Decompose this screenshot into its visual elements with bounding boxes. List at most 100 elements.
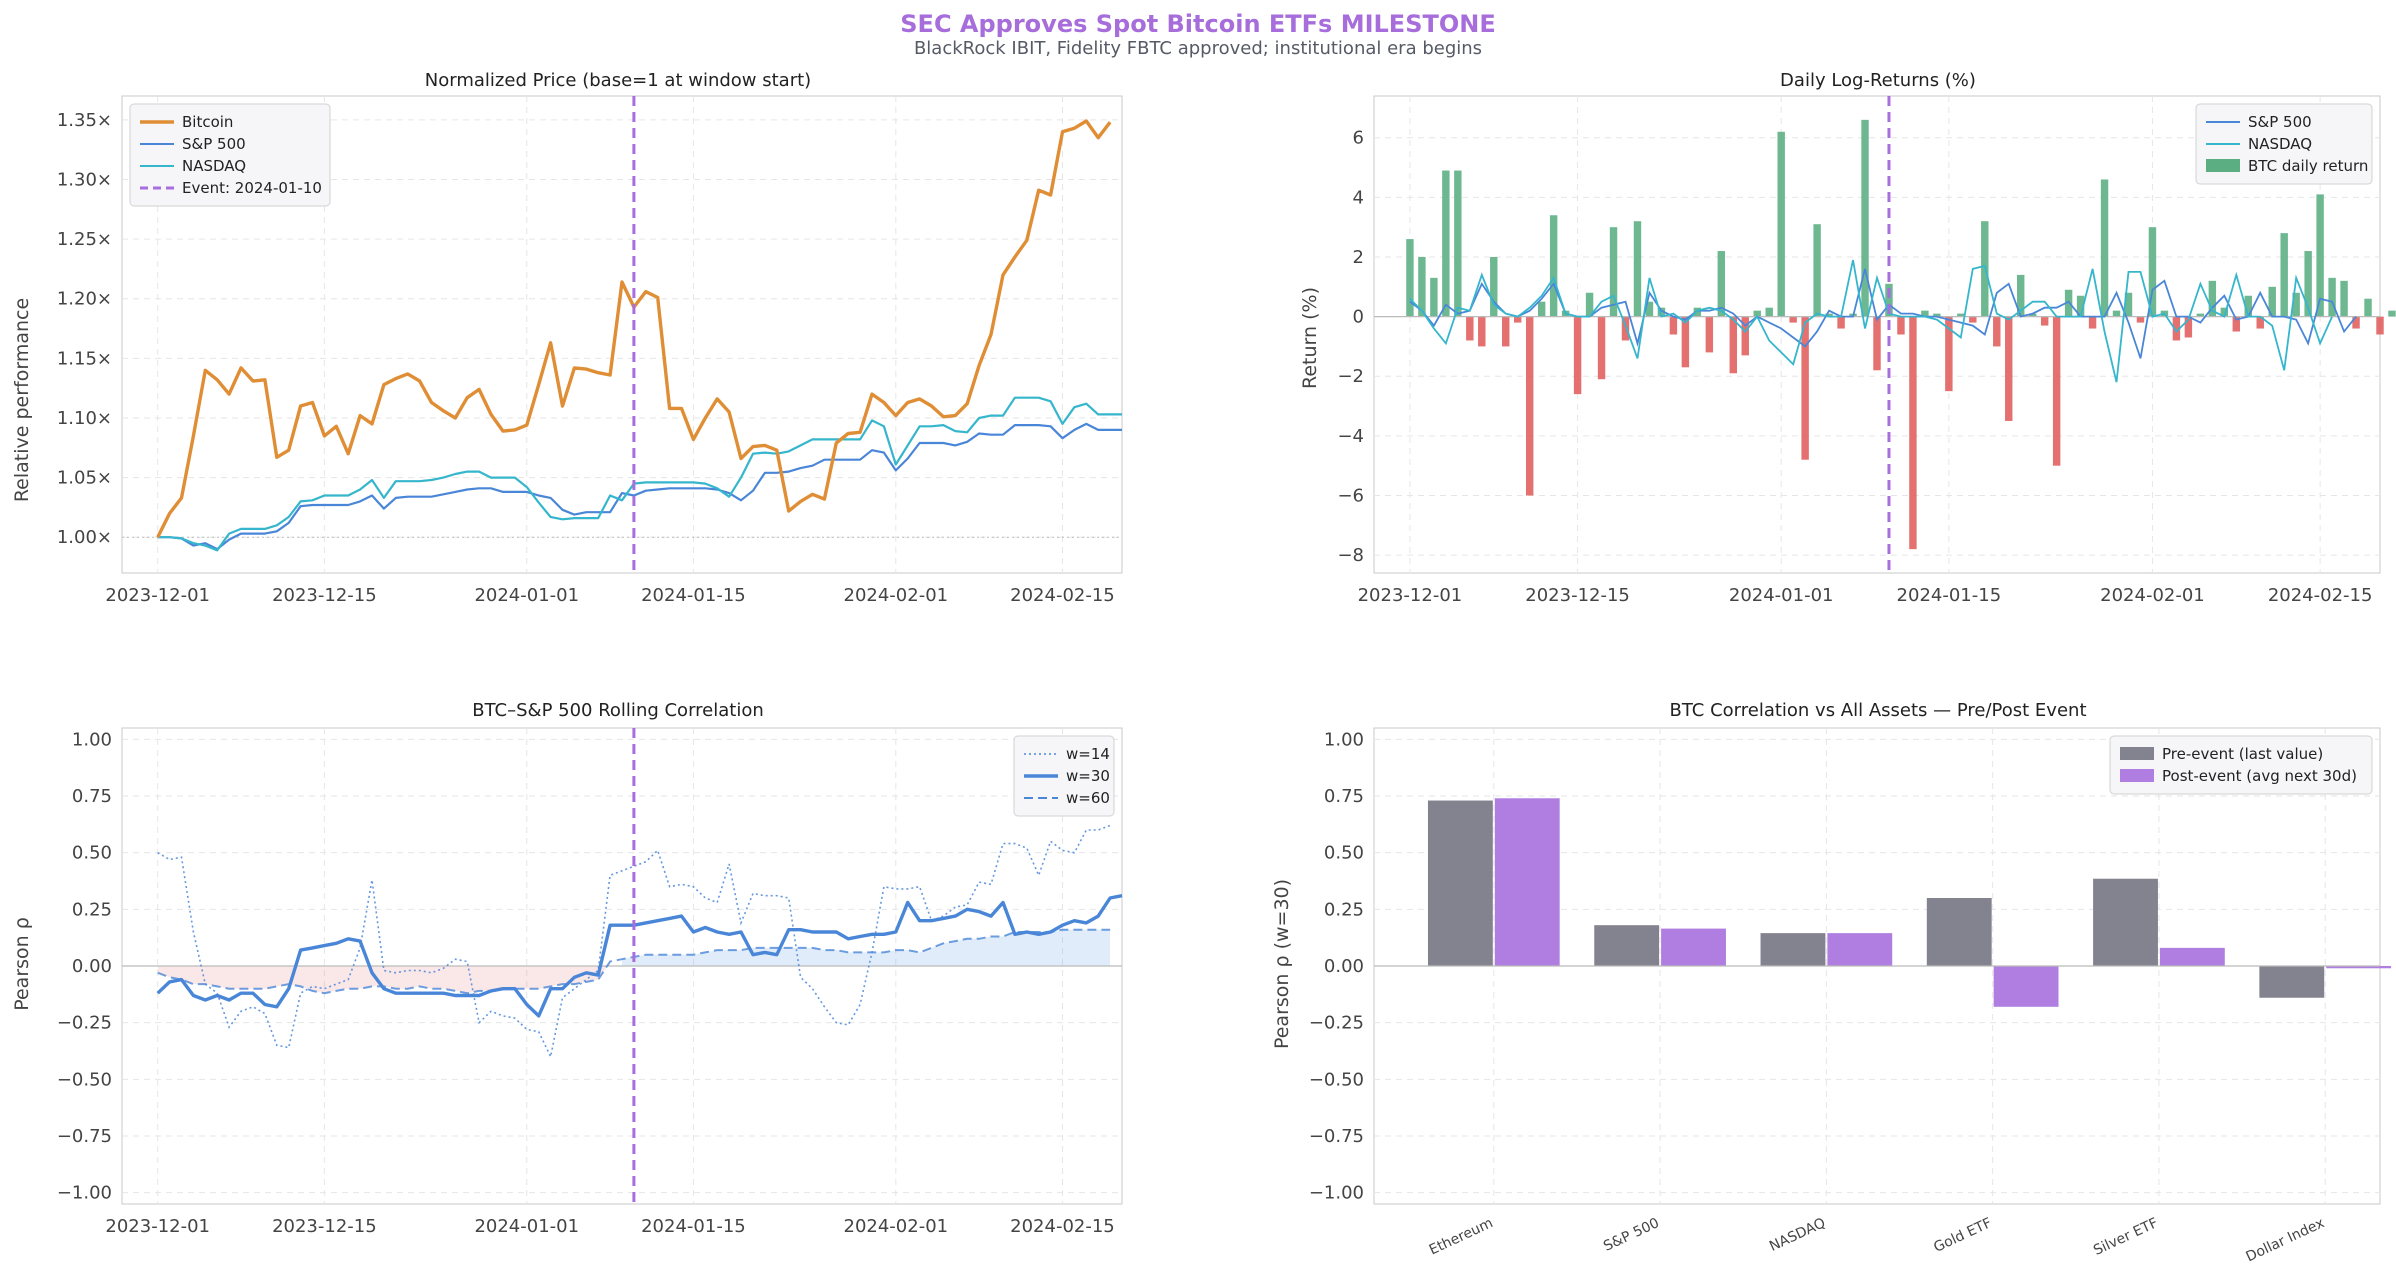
panel1-ytick: 1.00× — [57, 527, 112, 548]
category-label: S&P 500 — [1601, 1215, 1662, 1255]
panel3-ytick: −0.75 — [57, 1126, 112, 1147]
legend-label-pre: Pre-event (last value) — [2162, 745, 2323, 763]
btc-return-bar — [1406, 239, 1414, 317]
btc-return-bar — [1945, 316, 1953, 392]
category-label: Ethereum — [1427, 1215, 1496, 1258]
panel1-xtick: 2024-01-01 — [474, 585, 579, 606]
btc-return-bar — [1454, 170, 1462, 317]
panel4-ytick: 0.50 — [1324, 843, 1364, 864]
btc-return-bar — [1789, 316, 1797, 323]
btc-return-bar — [1837, 316, 1845, 329]
panel2-ytick: 0 — [1353, 307, 1364, 328]
panel4-ytick: 0.25 — [1324, 899, 1364, 920]
pre-event-bar — [1427, 800, 1493, 966]
legend-label-w14: w=14 — [1066, 745, 1110, 763]
panel1-legend-box — [129, 103, 331, 207]
btc-return-bar — [1873, 316, 1881, 371]
legend-label-btc: BTC daily return — [2248, 157, 2368, 175]
btc-return-bar — [2388, 310, 2396, 317]
panel1-ytick: 1.05× — [57, 468, 112, 489]
btc-return-bar — [2196, 313, 2205, 317]
btc-return-bar — [1693, 307, 1702, 317]
panel1-title: Normalized Price (base=1 at window start… — [425, 70, 811, 91]
btc-return-bar — [1705, 316, 1714, 353]
legend-label-nasdaq: NASDAQ — [2248, 135, 2312, 153]
legend-swatch-post — [2120, 769, 2154, 782]
btc-return-bar — [1933, 313, 1941, 317]
panel2-xtick: 2023-12-15 — [1525, 585, 1630, 606]
btc-return-bar — [1490, 256, 1498, 317]
panel2-ytick: −8 — [1337, 545, 1364, 566]
panel3-xtick: 2024-01-15 — [641, 1216, 746, 1237]
panel4-title: BTC Correlation vs All Assets — Pre/Post… — [1670, 700, 2087, 721]
btc-return-bar — [2376, 316, 2384, 335]
post-event-bar — [1993, 966, 2059, 1007]
btc-return-bar — [1478, 316, 1486, 347]
figure-title: SEC Approves Spot Bitcoin ETFs MILESTONE — [900, 10, 1496, 38]
btc-return-bar — [2364, 298, 2372, 317]
btc-return-bar — [1466, 316, 1474, 341]
panel1-ytick: 1.15× — [57, 348, 112, 369]
legend-label-w60: w=60 — [1066, 789, 1110, 807]
panel4-ytick: −0.75 — [1309, 1126, 1364, 1147]
btc-return-bar — [1825, 313, 1833, 317]
series-line-w30 — [156, 894, 1123, 1018]
btc-return-bar — [1514, 316, 1522, 323]
panel-correlation-pre-post: BTC Correlation vs All Assets — Pre/Post… — [1271, 700, 2392, 1265]
panel3-ytick: −0.50 — [57, 1069, 112, 1090]
panel4-ytick: −1.00 — [1309, 1183, 1364, 1204]
btc-return-bar — [2088, 316, 2097, 329]
panel2-xtick: 2024-02-15 — [2268, 585, 2373, 606]
panel4-legend-box — [2109, 735, 2373, 795]
panel1-xtick: 2024-01-15 — [641, 585, 746, 606]
panel2-xtick: 2024-01-15 — [1897, 585, 2002, 606]
btc-return-bar — [1813, 224, 1821, 317]
btc-return-bar — [2280, 233, 2288, 317]
btc-return-bar — [2148, 227, 2157, 317]
post-event-bar — [1827, 933, 1893, 966]
panel2-ytick: −6 — [1337, 485, 1364, 506]
btc-return-bar — [1549, 215, 1558, 317]
panel2-ylabel: Return (%) — [1299, 287, 1321, 389]
panel1-xtick: 2024-02-01 — [844, 585, 949, 606]
btc-return-bar — [2292, 292, 2300, 317]
btc-return-bar — [2268, 286, 2276, 317]
series-line-s-p-500 — [157, 422, 1122, 551]
btc-return-bar — [1621, 316, 1630, 341]
btc-return-bar — [2052, 316, 2061, 466]
panel1-ytick: 1.10× — [57, 408, 112, 429]
btc-return-bar — [2208, 280, 2217, 317]
post-event-bar — [2326, 966, 2392, 969]
btc-return-bar — [1957, 313, 1965, 317]
btc-return-bar — [2100, 179, 2109, 317]
btc-return-bar — [1897, 316, 1905, 335]
series-line-nasdaq-returns — [1409, 259, 2333, 383]
btc-return-bar — [2232, 316, 2240, 332]
panel3-ytick: −0.25 — [57, 1013, 112, 1034]
btc-return-bar — [1597, 316, 1606, 380]
btc-return-bar — [1585, 292, 1594, 317]
btc-return-bar — [1537, 301, 1546, 317]
btc-return-bar — [2112, 310, 2121, 317]
btc-return-bar — [2028, 313, 2037, 317]
btc-return-bar — [1681, 316, 1690, 368]
btc-return-bar — [2316, 194, 2324, 317]
btc-return-bar — [1633, 221, 1642, 317]
pre-event-bar — [2259, 966, 2325, 998]
btc-return-bar — [1777, 131, 1785, 317]
post-event-shading — [622, 929, 1111, 966]
panel4-ytick: 0.75 — [1324, 786, 1364, 807]
btc-return-bar — [1861, 119, 1869, 317]
btc-return-bar — [1993, 316, 2001, 347]
panel4-ylabel: Pearson ρ (w=30) — [1271, 879, 1293, 1049]
panel3-xtick: 2024-02-01 — [844, 1216, 949, 1237]
btc-return-bar — [1741, 316, 1749, 356]
legend-label-w30: w=30 — [1066, 767, 1110, 785]
btc-return-bar — [2005, 316, 2013, 421]
legend-label-post: Post-event (avg next 30d) — [2162, 767, 2357, 785]
panel2-title: Daily Log-Returns (%) — [1780, 70, 1976, 91]
panel3-ytick: 0.25 — [72, 899, 112, 920]
panel1-ylabel: Relative performance — [11, 298, 33, 502]
btc-return-bar — [1969, 316, 1977, 323]
btc-return-bar — [2352, 316, 2360, 329]
